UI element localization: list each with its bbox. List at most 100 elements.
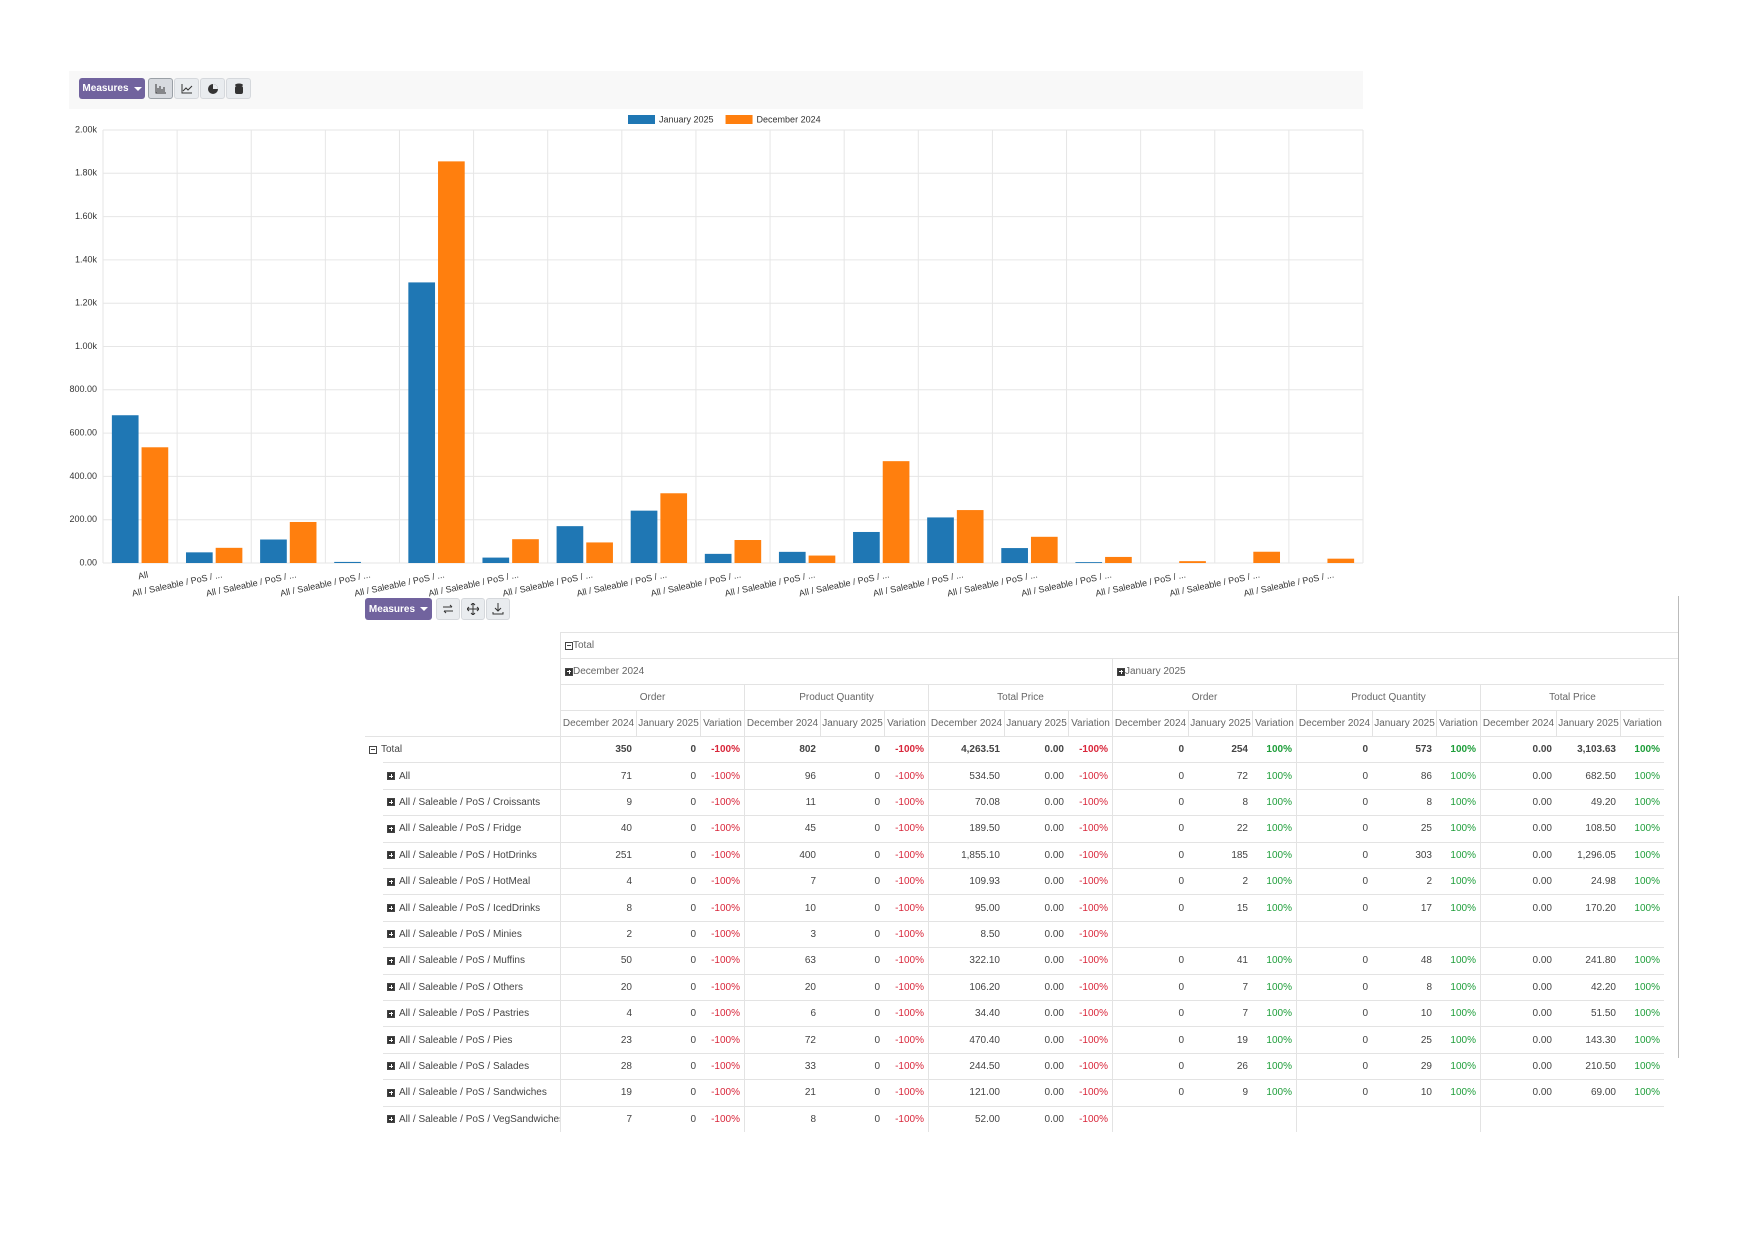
plus-icon[interactable] [387,772,395,781]
cell-text: 3 [810,928,816,940]
cell-text: 0 [1362,744,1368,756]
plus-icon[interactable] [387,956,395,965]
cell: 0.00 [1480,1079,1556,1106]
cell-text: 0.00 [1532,1034,1552,1046]
line-chart-button[interactable] [174,78,199,99]
cell: 100% [1252,868,1296,894]
cell: 8 [744,1105,820,1132]
cell: 100% [1252,1052,1296,1079]
plus-icon[interactable] [387,1009,395,1018]
cell: 15 [1188,894,1252,920]
row-header: All / Saleable / PoS / Fridge [383,815,560,841]
plus-icon[interactable] [387,1036,395,1045]
cell: 0.00 [1004,1079,1068,1105]
cell: 0 [1296,1000,1372,1027]
plus-icon[interactable] [387,1115,395,1124]
cell-text: 802 [799,744,816,756]
cell: 10 [1372,1000,1436,1026]
cell-text: -100% [895,1008,924,1020]
cell-text: 33 [804,1060,816,1072]
cell-text: 0 [690,928,696,940]
cell: 241.80 [1556,947,1620,973]
stack-button[interactable] [226,78,251,99]
cell: 100% [1252,894,1296,920]
flip-axis-button[interactable] [436,598,460,620]
cell: -100% [884,1000,928,1026]
cell: 33 [744,1052,820,1080]
cell-text: 69.00 [1590,1087,1616,1099]
measures-button[interactable]: Measures [365,598,432,620]
row-header: All / Saleable / PoS / Croissants [383,788,560,815]
cell: -100% [1068,1079,1112,1105]
cell-text: 0 [874,876,880,888]
plus-icon[interactable] [387,930,395,939]
cell-text: Total Price [1549,692,1596,703]
cell-text: 100% [1450,796,1476,808]
plus-icon[interactable] [565,667,573,676]
cell-text: 6 [810,1008,816,1020]
cell: 0.00 [1480,1000,1556,1027]
cell: 0 [636,1000,700,1026]
pie-chart-button[interactable] [200,78,225,99]
icon [467,603,479,615]
header-subcolumn: Variation [1068,710,1112,736]
plus-icon[interactable] [387,824,395,833]
plus-icon[interactable] [1117,667,1125,676]
bar [956,510,984,563]
cell [1436,920,1480,947]
cell: 0.00 [1004,1000,1068,1026]
cell-text: 100% [1634,770,1660,782]
minus-icon[interactable] [565,641,573,650]
cell: 0 [1296,788,1372,816]
cell: 121.00 [928,1079,1004,1106]
cell: 4,263.51 [928,736,1004,763]
cell [1252,1105,1296,1132]
cell: 303 [1372,841,1436,868]
cell-text: 17 [1420,902,1432,914]
cell: 0.00 [1004,973,1068,1000]
y-tick-label: 1.60k [75,211,98,221]
cell-text: -100% [895,955,924,967]
cell-text: -100% [1079,849,1108,861]
cell: -100% [1068,1105,1112,1132]
cell: 100% [1436,788,1480,815]
cell-text: January 2025 [1006,718,1067,729]
cell-text: Variation [1255,718,1294,729]
cell-text: -100% [895,1087,924,1099]
plus-icon[interactable] [387,1088,395,1097]
chart: 0.00 200.00 400.00 600.00 800.00 1.00k 1.20k 1.… [69,114,1364,598]
measures-button[interactable]: Measures [79,78,145,99]
plus-icon[interactable] [387,798,395,807]
cell: 17 [1372,894,1436,920]
bar [704,553,732,563]
bar [1179,561,1206,563]
cell: -100% [700,973,744,1000]
plus-icon[interactable] [387,983,395,992]
cell-text: 0 [1362,770,1368,782]
cell: 0 [1296,736,1372,763]
cell: 0 [1296,841,1372,868]
cell-text: All / Saleable / PoS / IcedDrinks [399,902,541,914]
bar-chart-button[interactable] [148,78,173,99]
cell-text: 0 [874,770,880,782]
expand-button[interactable] [461,598,485,620]
cell: 21 [744,1079,820,1106]
y-tick-label: 2.00k [75,124,98,134]
cell: -100% [1068,920,1112,947]
cell: 0 [1296,1079,1372,1106]
cell: -100% [700,788,744,815]
plus-icon[interactable] [387,851,395,860]
download-button[interactable] [486,598,510,620]
cell-text: 0 [874,1060,880,1072]
cell: 0 [820,841,884,868]
minus-icon[interactable] [369,745,377,754]
plus-icon[interactable] [387,1062,395,1071]
header-period: January 2025 [1112,658,1678,684]
cell-text: 3,103.63 [1577,744,1616,756]
cell: 0.00 [1004,947,1068,973]
cell: 70.08 [928,788,1004,816]
plus-icon[interactable] [387,904,395,913]
plus-icon[interactable] [387,877,395,886]
cell-text: -100% [711,1060,740,1072]
row-header: All / Saleable / PoS / Pastries [383,1000,560,1026]
